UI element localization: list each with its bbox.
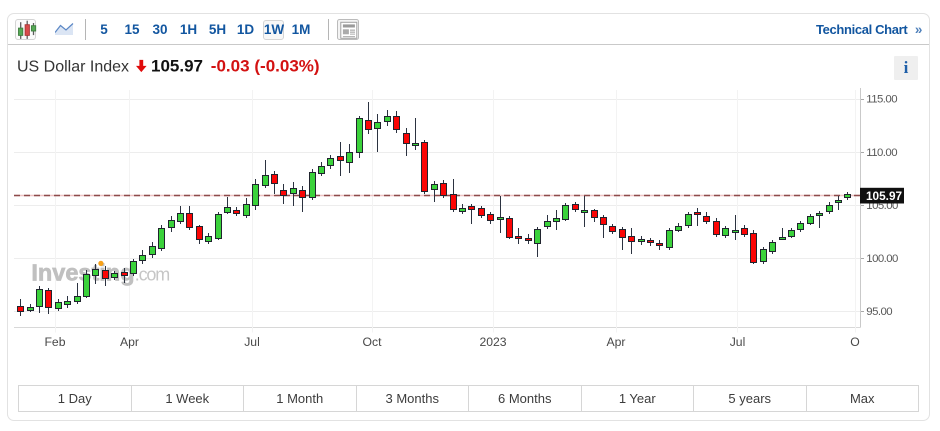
svg-text:Investing: Investing bbox=[31, 260, 134, 286]
svg-text:Oct: Oct bbox=[363, 335, 383, 349]
svg-text:O: O bbox=[850, 335, 859, 349]
svg-text:.com: .com bbox=[135, 265, 169, 285]
svg-text:US Dollar Index: US Dollar Index bbox=[17, 59, 129, 76]
svg-text:-0.03: -0.03 bbox=[211, 57, 250, 76]
svg-text:(-0.03%): (-0.03%) bbox=[254, 57, 319, 76]
svg-text:105.97: 105.97 bbox=[866, 189, 903, 203]
svg-text:100.00: 100.00 bbox=[866, 253, 898, 265]
svg-text:Apr: Apr bbox=[120, 335, 139, 349]
svg-text:115.00: 115.00 bbox=[866, 94, 897, 106]
svg-text:Apr: Apr bbox=[607, 335, 626, 349]
svg-text:105.97: 105.97 bbox=[151, 57, 203, 76]
svg-text:Jul: Jul bbox=[244, 335, 260, 349]
svg-text:Jul: Jul bbox=[730, 335, 746, 349]
svg-text:2023: 2023 bbox=[479, 335, 506, 349]
svg-text:95.00: 95.00 bbox=[866, 306, 892, 318]
svg-text:Feb: Feb bbox=[44, 335, 65, 349]
svg-text:110.00: 110.00 bbox=[866, 147, 897, 159]
